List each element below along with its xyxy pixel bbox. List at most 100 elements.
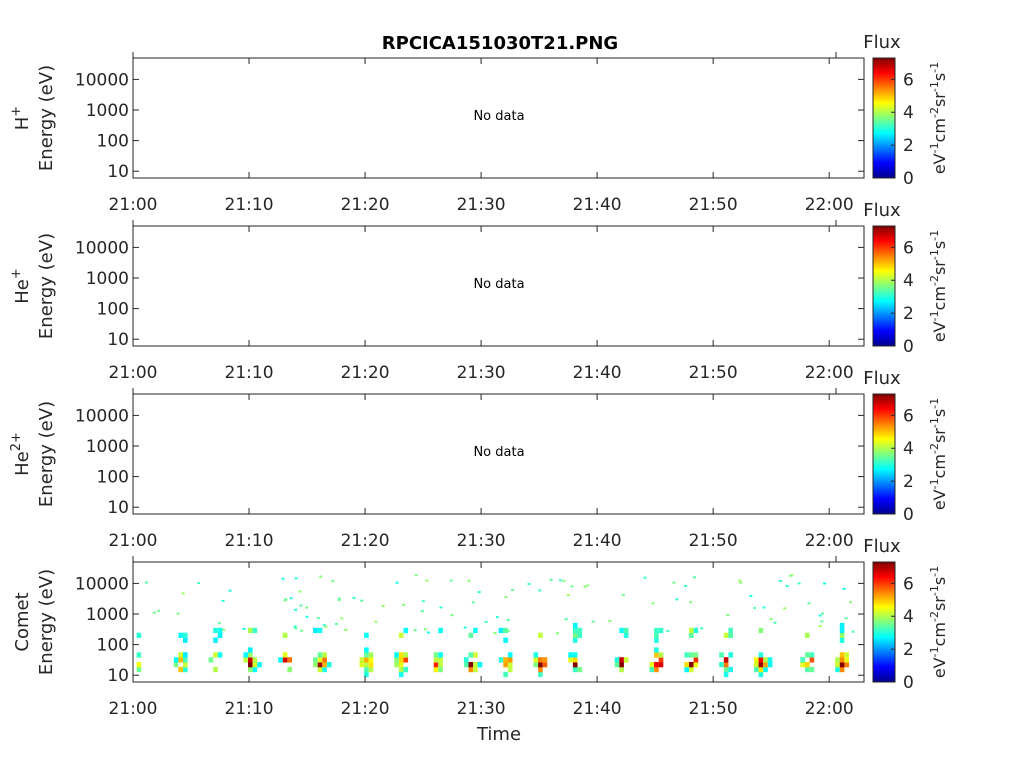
flux-cell — [654, 666, 659, 673]
colorbar-tick-label: 4 — [903, 607, 914, 627]
flux-cell — [213, 652, 218, 658]
flux-dot — [381, 604, 385, 607]
flux-dot — [818, 625, 822, 628]
flux-dot — [305, 615, 309, 618]
unit-exponent: -2 — [928, 611, 941, 622]
flux-cell — [463, 657, 469, 663]
flux-dot — [289, 597, 293, 600]
flux-cell — [248, 647, 253, 653]
flux-cell — [287, 666, 292, 673]
flux-cell — [649, 666, 655, 673]
flux-dot — [643, 576, 647, 579]
flux-cell — [257, 662, 262, 668]
unit-exponent: -2 — [928, 275, 941, 286]
flux-dot — [583, 585, 587, 588]
colorbar-unit-label: eV-1cm-2sr-1s-1 — [928, 566, 949, 678]
flux-cell — [689, 662, 694, 668]
flux-cell — [839, 627, 845, 634]
flux-cell — [538, 662, 543, 668]
flux-cell — [844, 657, 849, 663]
flux-cell — [507, 657, 513, 663]
species-label: Comet — [12, 592, 33, 651]
flux-cell — [503, 637, 508, 643]
flux-cell — [533, 662, 539, 668]
flux-cell — [136, 666, 142, 673]
flux-cell — [767, 662, 773, 668]
colorbar-unit-label: eV-1cm-2sr-1s-1 — [928, 398, 949, 510]
flux-cell — [217, 632, 223, 638]
flux-dot — [344, 629, 348, 631]
flux-dot — [319, 575, 323, 578]
flux-cell — [503, 671, 508, 678]
flux-cell — [477, 662, 483, 668]
unit-exponent: -1 — [928, 81, 941, 92]
flux-dot — [337, 599, 341, 602]
flux-cell — [403, 652, 409, 658]
x-tick-label: 21:30 — [457, 363, 506, 383]
flux-dot — [218, 622, 221, 625]
y-tick-label: 10000 — [75, 406, 129, 426]
flux-burst — [498, 627, 513, 678]
flux-cell — [839, 652, 845, 658]
flux-dot — [495, 616, 499, 619]
flux-dot — [425, 579, 429, 582]
flux-burst — [754, 627, 773, 678]
flux-cell — [800, 662, 805, 668]
unit-base: s — [930, 73, 949, 81]
colorbar-tick-label: 6 — [903, 574, 914, 594]
unit-base: eV — [930, 321, 949, 342]
y-axis-label: Energy (eV) — [36, 233, 57, 339]
colorbar-tick-label: 4 — [903, 271, 914, 291]
y-tick-label: 1000 — [86, 101, 129, 121]
flux-cell — [364, 671, 369, 678]
flux-dot — [228, 589, 232, 592]
flux-cell — [693, 662, 699, 668]
y-tick-label: 1000 — [86, 605, 129, 625]
unit-exponent: -1 — [928, 142, 941, 153]
flux-cell — [313, 627, 318, 634]
x-tick-label: 21:10 — [225, 699, 274, 719]
flux-cell — [754, 657, 759, 663]
y-tick-label: 100 — [97, 132, 129, 152]
flux-cell — [368, 657, 374, 663]
unit-base: s — [930, 577, 949, 585]
flux-cell — [438, 652, 443, 658]
flux-cell — [758, 671, 764, 678]
flux-cell — [364, 657, 369, 663]
flux-dot — [294, 627, 298, 630]
flux-cell — [326, 662, 332, 668]
flux-cell — [689, 652, 694, 658]
flux-cell — [693, 627, 699, 634]
flux-cell — [542, 657, 548, 663]
flux-cell — [498, 627, 504, 634]
flux-cell — [538, 666, 543, 673]
flux-cell — [572, 632, 578, 638]
flux-cell — [364, 662, 369, 668]
colorbar-tick-label: 4 — [903, 439, 914, 459]
flux-cell — [317, 657, 323, 663]
flux-dot — [591, 620, 595, 623]
flux-dot — [566, 594, 570, 597]
flux-cell — [178, 652, 183, 658]
flux-dot — [420, 610, 424, 613]
figure-title: RPCICA151030T21.PNG — [382, 33, 618, 54]
x-tick-label: 22:00 — [805, 699, 854, 719]
flux-burst — [649, 627, 664, 673]
flux-cell — [719, 652, 724, 658]
flux-cell — [689, 666, 694, 673]
flux-dot — [849, 601, 852, 604]
flux-dot — [221, 599, 225, 602]
y-axis-label: Energy (eV) — [36, 65, 57, 171]
flux-burst — [614, 627, 629, 673]
panel-2: 21:00 21:10 21:20 21:30 21:40 21:50 22:00 10 100… — [9, 200, 949, 383]
flux-cell — [183, 637, 188, 643]
flux-dot — [449, 579, 453, 582]
flux-cell — [473, 662, 478, 668]
flux-cell — [763, 666, 768, 673]
y-axis-label: Energy (eV) — [36, 401, 57, 507]
flux-cell — [468, 666, 474, 673]
flux-cell — [398, 652, 404, 658]
unit-base: eV — [930, 153, 949, 174]
flux-dot — [769, 618, 773, 621]
unit-base: cm — [930, 454, 949, 478]
